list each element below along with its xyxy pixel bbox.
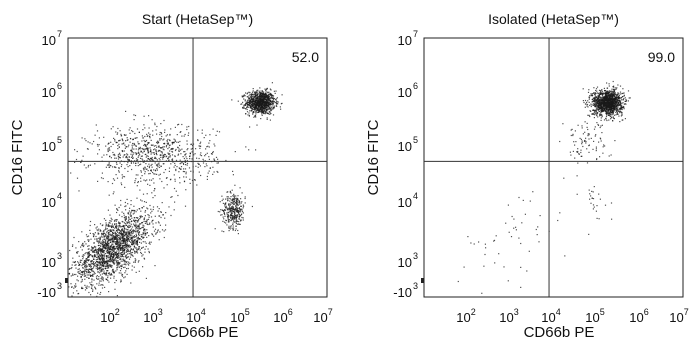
event-dots: [458, 81, 631, 294]
x-tick-label: 103: [499, 307, 518, 325]
y-tick-label: 10: [398, 255, 412, 270]
population-2: [559, 114, 615, 177]
population-3: [577, 186, 613, 235]
population-1: [583, 81, 631, 126]
x-tick-label: 102: [456, 307, 475, 325]
x-tick-label: 107: [669, 307, 688, 325]
panel-title: Isolated (HetaSep™): [488, 11, 619, 27]
population-1: [231, 82, 283, 128]
axis-break-mark: [421, 278, 424, 283]
y-tick-exponent: 6: [413, 81, 418, 91]
y-tick-label: 10: [42, 195, 56, 210]
y-tick-exponent: 3: [57, 251, 62, 261]
panel-title: Start (HetaSep™): [142, 11, 253, 27]
population-3: [68, 173, 186, 297]
y-tick-label: 10: [42, 139, 56, 154]
y-tick-exponent: 7: [57, 29, 62, 39]
axis-break-mark: [65, 278, 68, 283]
population-4: [70, 111, 256, 207]
y-tick-exponent: 5: [57, 135, 62, 145]
y-tick-exponent: 4: [57, 191, 62, 201]
x-tick-label: 104: [541, 307, 560, 325]
event-dots: [68, 82, 283, 297]
y-tick-label: 10: [42, 255, 56, 270]
y-tick-exponent: 7: [413, 29, 418, 39]
x-axis-label: CD66b PE: [168, 324, 239, 341]
y-tick-exponent: 6: [57, 81, 62, 91]
y-axis-label: CD16 FITC: [365, 119, 382, 195]
y-tick-exponent: 3: [413, 281, 418, 291]
y-tick-label: 10: [398, 195, 412, 210]
y-tick-exponent: 3: [57, 281, 62, 291]
x-tick-label: 106: [629, 307, 648, 325]
x-tick-label: 105: [585, 307, 604, 325]
y-tick-label: -10: [37, 285, 56, 300]
quadrant-percentage: 52.0: [292, 49, 319, 65]
x-axis-label: CD66b PE: [524, 324, 595, 341]
plot-frame: [424, 38, 683, 297]
quadrant-percentage: 99.0: [648, 49, 675, 65]
y-tick-exponent: 3: [413, 251, 418, 261]
y-tick-label: -10: [393, 285, 412, 300]
x-tick-label: 105: [230, 307, 249, 325]
y-tick-label: 10: [398, 33, 412, 48]
x-tick-label: 102: [100, 307, 119, 325]
y-tick-label: 10: [42, 33, 56, 48]
y-tick-label: 10: [398, 139, 412, 154]
x-tick-label: 107: [313, 307, 332, 325]
x-tick-label: 106: [273, 307, 292, 325]
y-tick-label: 10: [42, 85, 56, 100]
y-tick-label: 10: [398, 85, 412, 100]
x-tick-label: 103: [143, 307, 162, 325]
population-2: [215, 187, 253, 234]
y-axis-label: CD16 FITC: [9, 119, 26, 195]
x-tick-label: 104: [186, 307, 205, 325]
y-tick-exponent: 4: [413, 191, 418, 201]
y-tick-exponent: 5: [413, 135, 418, 145]
